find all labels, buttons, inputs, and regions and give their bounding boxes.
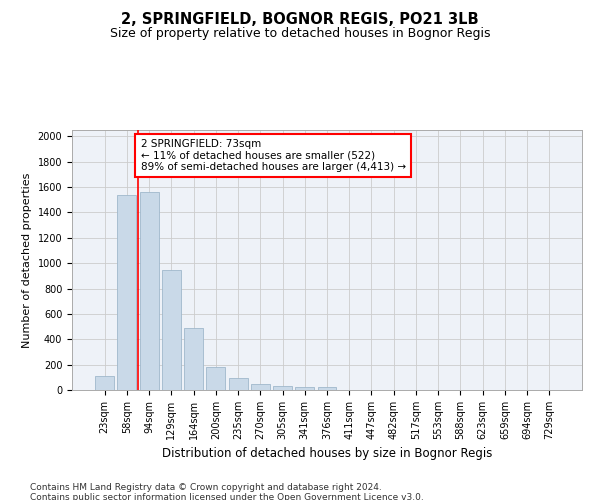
Text: 2, SPRINGFIELD, BOGNOR REGIS, PO21 3LB: 2, SPRINGFIELD, BOGNOR REGIS, PO21 3LB — [121, 12, 479, 28]
Bar — [184, 328, 203, 390]
Text: Contains HM Land Registry data © Crown copyright and database right 2024.
Contai: Contains HM Land Registry data © Crown c… — [30, 482, 424, 500]
Bar — [229, 378, 248, 390]
Y-axis label: Number of detached properties: Number of detached properties — [22, 172, 32, 348]
Bar — [251, 384, 270, 390]
Bar — [295, 388, 314, 390]
Text: Size of property relative to detached houses in Bognor Regis: Size of property relative to detached ho… — [110, 28, 490, 40]
Bar — [273, 386, 292, 390]
Text: 2 SPRINGFIELD: 73sqm
← 11% of detached houses are smaller (522)
89% of semi-deta: 2 SPRINGFIELD: 73sqm ← 11% of detached h… — [140, 139, 406, 172]
X-axis label: Distribution of detached houses by size in Bognor Regis: Distribution of detached houses by size … — [162, 448, 492, 460]
Bar — [162, 270, 181, 390]
Bar — [118, 196, 136, 390]
Bar — [140, 192, 158, 390]
Bar — [317, 388, 337, 390]
Bar — [95, 376, 114, 390]
Bar — [206, 367, 225, 390]
